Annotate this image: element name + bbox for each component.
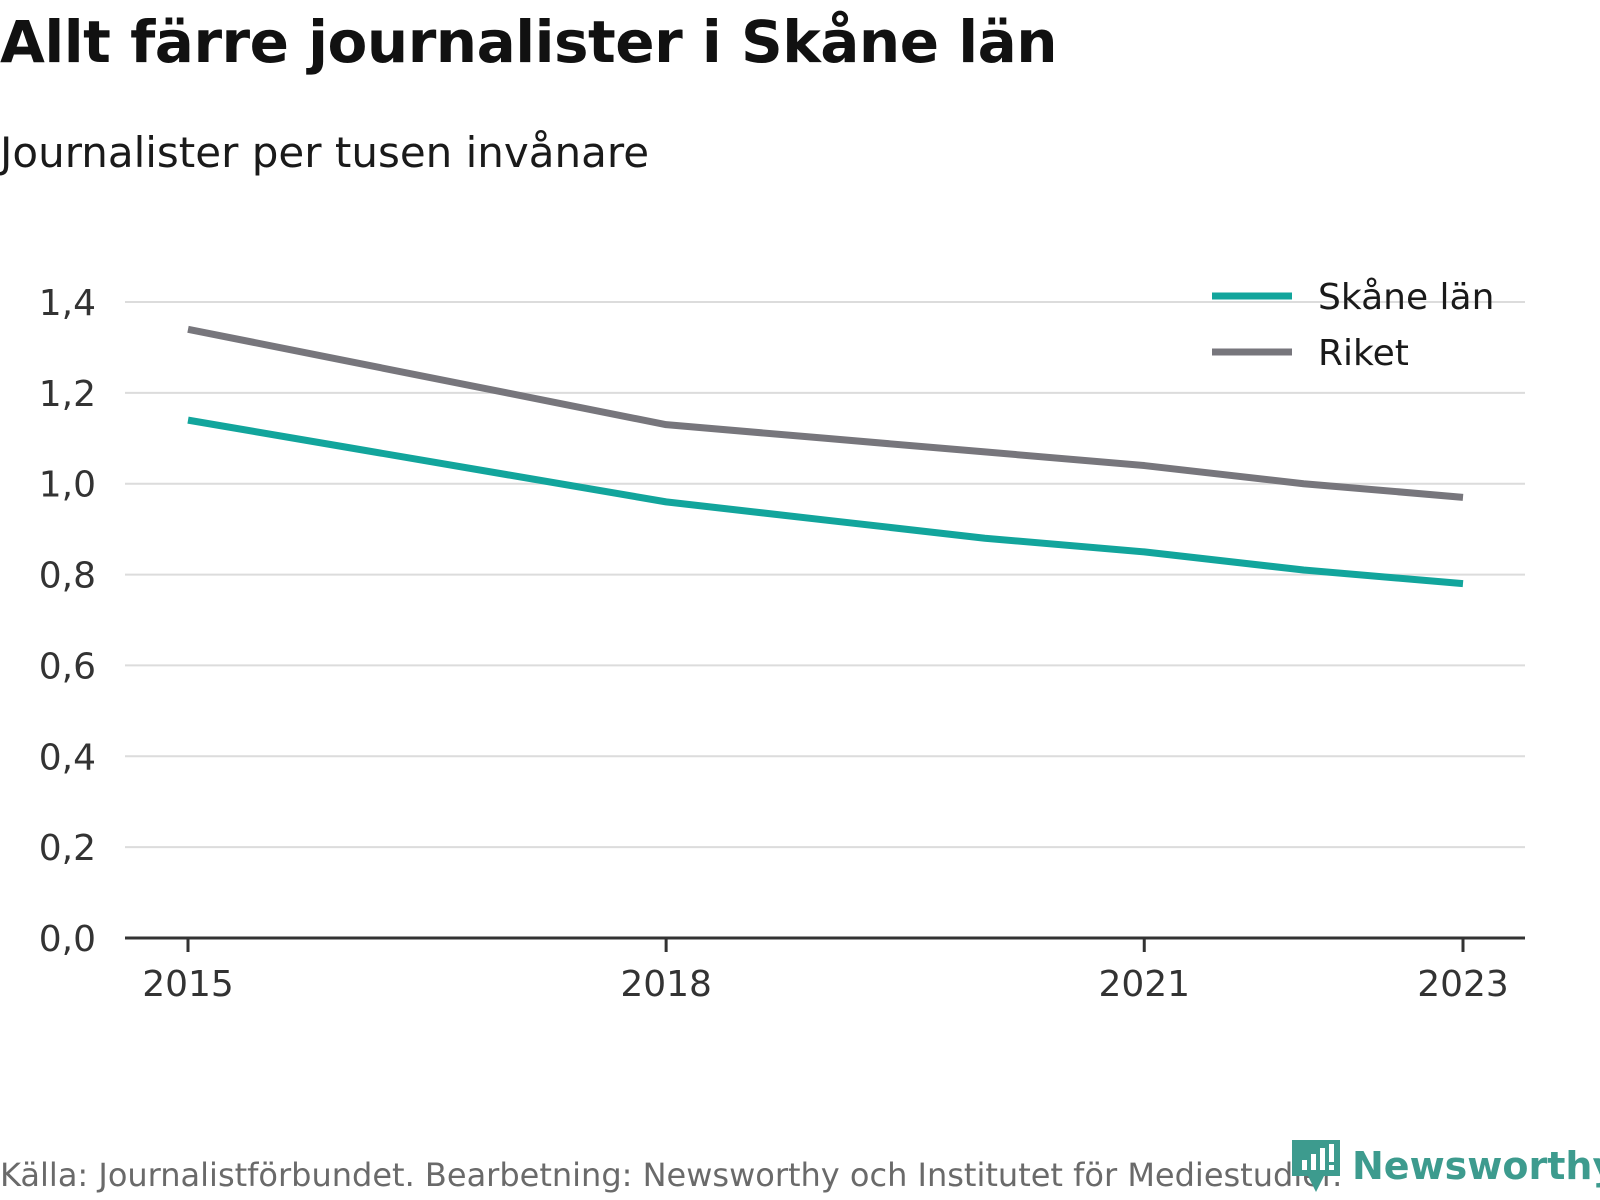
x-tick-label: 2023 (1417, 964, 1509, 1005)
newsworthy-logo-icon (1292, 1140, 1340, 1192)
x-axis: 2015 2018 2021 2023 (125, 936, 1525, 1005)
series-line-riket (187, 325, 1464, 501)
legend-label: Riket (1318, 333, 1409, 374)
brand-logo: Newsworthy (1290, 1138, 1600, 1194)
y-tick-label: 1,0 (39, 465, 96, 506)
legend: Skåne län Riket (1212, 277, 1494, 374)
y-tick-label: 0,6 (39, 646, 96, 687)
x-tick-label: 2021 (1098, 964, 1190, 1005)
x-tick-label: 2015 (142, 964, 234, 1005)
source-note: Källa: Journalistförbundet. Bearbetning:… (0, 1156, 1343, 1194)
y-tick-label: 1,2 (39, 374, 96, 415)
legend-label: Skåne län (1318, 277, 1494, 318)
y-tick-label: 1,4 (39, 283, 96, 324)
brand-name: Newsworthy (1352, 1144, 1600, 1188)
y-axis-ticks: 0,0 0,2 0,4 0,6 0,8 1,0 1,2 1,4 (39, 283, 96, 960)
y-tick-label: 0,0 (39, 919, 96, 960)
series-line-sk-ne-l-n (187, 416, 1464, 588)
y-tick-label: 0,2 (39, 828, 96, 869)
chart-subtitle: Journalister per tusen invånare (0, 128, 650, 177)
series-lines (187, 325, 1464, 588)
gridlines (125, 301, 1525, 849)
chart-title: Allt färre journalister i Skåne län (0, 8, 1058, 76)
y-tick-label: 0,8 (39, 556, 96, 597)
y-tick-label: 0,4 (39, 737, 96, 778)
x-tick-label: 2018 (620, 964, 712, 1005)
line-chart: 0,0 0,2 0,4 0,6 0,8 1,0 1,2 1,4 2015 2018 2021 202… (39, 277, 1525, 1005)
